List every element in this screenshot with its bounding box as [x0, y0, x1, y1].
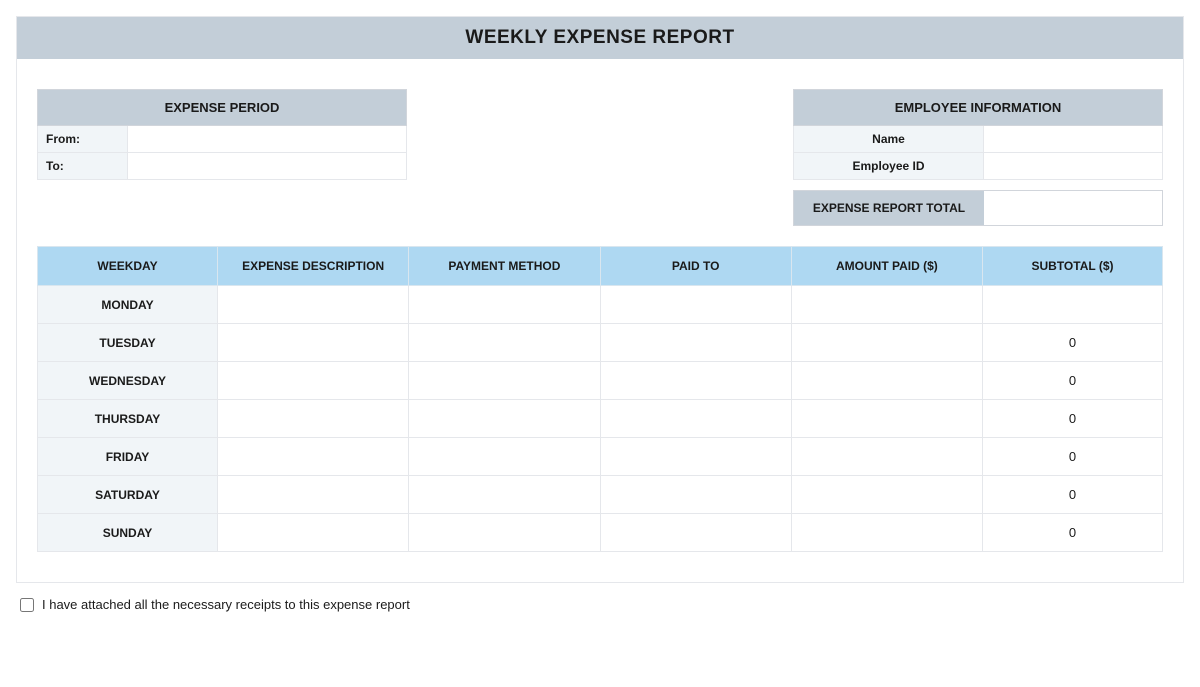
table-header-row: WEEKDAY EXPENSE DESCRIPTION PAYMENT METH…	[38, 247, 1163, 286]
report-title: WEEKLY EXPENSE REPORT	[17, 17, 1183, 59]
weekday-cell: TUESDAY	[38, 324, 218, 362]
col-subtotal: SUBTOTAL ($)	[983, 247, 1163, 286]
employee-name-label: Name	[794, 126, 984, 152]
footer-confirmation: I have attached all the necessary receip…	[16, 583, 1184, 612]
paid_to-cell[interactable]	[600, 324, 791, 362]
weekday-cell: MONDAY	[38, 286, 218, 324]
expense-table: WEEKDAY EXPENSE DESCRIPTION PAYMENT METH…	[37, 246, 1163, 552]
to-input[interactable]	[128, 153, 406, 179]
description-cell[interactable]	[218, 286, 409, 324]
paid_to-cell[interactable]	[600, 514, 791, 552]
table-row: SATURDAY 0	[38, 476, 1163, 514]
top-section: EXPENSE PERIOD From: To: EMPLOYEE INFORM…	[17, 59, 1183, 190]
expense-total-label: EXPENSE REPORT TOTAL	[794, 191, 984, 225]
weekday-cell: SUNDAY	[38, 514, 218, 552]
receipts-checkbox[interactable]	[20, 598, 34, 612]
table-row: SUNDAY 0	[38, 514, 1163, 552]
description-cell[interactable]	[218, 400, 409, 438]
amount-cell[interactable]	[791, 476, 982, 514]
employee-info-block: EMPLOYEE INFORMATION Name Employee ID	[793, 89, 1163, 180]
total-row-wrap: EXPENSE REPORT TOTAL	[17, 190, 1183, 246]
expense-total-value[interactable]	[984, 191, 1162, 225]
table-row: TUESDAY 0	[38, 324, 1163, 362]
amount-cell[interactable]	[791, 324, 982, 362]
subtotal-cell: 0	[983, 476, 1163, 514]
table-row: THURSDAY 0	[38, 400, 1163, 438]
table-row: FRIDAY 0	[38, 438, 1163, 476]
subtotal-cell: 0	[983, 362, 1163, 400]
description-cell[interactable]	[218, 476, 409, 514]
receipts-checkbox-label[interactable]: I have attached all the necessary receip…	[42, 597, 410, 612]
weekday-cell: THURSDAY	[38, 400, 218, 438]
paid_to-cell[interactable]	[600, 362, 791, 400]
subtotal-cell: 0	[983, 438, 1163, 476]
employee-name-input[interactable]	[984, 126, 1162, 152]
method-cell[interactable]	[409, 324, 600, 362]
paid_to-cell[interactable]	[600, 400, 791, 438]
employee-name-row: Name	[793, 126, 1163, 153]
employee-info-header: EMPLOYEE INFORMATION	[793, 89, 1163, 126]
subtotal-cell: 0	[983, 400, 1163, 438]
paid_to-cell[interactable]	[600, 286, 791, 324]
method-cell[interactable]	[409, 286, 600, 324]
method-cell[interactable]	[409, 514, 600, 552]
expense-period-to-row: To:	[37, 153, 407, 180]
expense-period-from-row: From:	[37, 126, 407, 153]
method-cell[interactable]	[409, 400, 600, 438]
employee-id-label: Employee ID	[794, 153, 984, 179]
amount-cell[interactable]	[791, 400, 982, 438]
from-label: From:	[38, 126, 128, 152]
method-cell[interactable]	[409, 476, 600, 514]
col-description: EXPENSE DESCRIPTION	[218, 247, 409, 286]
amount-cell[interactable]	[791, 362, 982, 400]
description-cell[interactable]	[218, 514, 409, 552]
col-amount-paid: AMOUNT PAID ($)	[791, 247, 982, 286]
description-cell[interactable]	[218, 324, 409, 362]
amount-cell[interactable]	[791, 514, 982, 552]
employee-id-row: Employee ID	[793, 153, 1163, 180]
weekday-cell: WEDNESDAY	[38, 362, 218, 400]
subtotal-cell	[983, 286, 1163, 324]
col-paid-to: PAID TO	[600, 247, 791, 286]
col-payment-method: PAYMENT METHOD	[409, 247, 600, 286]
from-input[interactable]	[128, 126, 406, 152]
amount-cell[interactable]	[791, 286, 982, 324]
description-cell[interactable]	[218, 438, 409, 476]
method-cell[interactable]	[409, 438, 600, 476]
weekday-cell: SATURDAY	[38, 476, 218, 514]
report-container: WEEKLY EXPENSE REPORT EXPENSE PERIOD Fro…	[16, 16, 1184, 583]
col-weekday: WEEKDAY	[38, 247, 218, 286]
paid_to-cell[interactable]	[600, 438, 791, 476]
amount-cell[interactable]	[791, 438, 982, 476]
subtotal-cell: 0	[983, 324, 1163, 362]
method-cell[interactable]	[409, 362, 600, 400]
expense-period-block: EXPENSE PERIOD From: To:	[37, 89, 407, 180]
table-row: MONDAY	[38, 286, 1163, 324]
subtotal-cell: 0	[983, 514, 1163, 552]
table-row: WEDNESDAY 0	[38, 362, 1163, 400]
paid_to-cell[interactable]	[600, 476, 791, 514]
expense-period-header: EXPENSE PERIOD	[37, 89, 407, 126]
to-label: To:	[38, 153, 128, 179]
weekday-cell: FRIDAY	[38, 438, 218, 476]
description-cell[interactable]	[218, 362, 409, 400]
expense-total-row: EXPENSE REPORT TOTAL	[793, 190, 1163, 226]
employee-id-input[interactable]	[984, 153, 1162, 179]
